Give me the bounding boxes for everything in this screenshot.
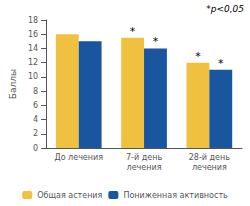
svg-text:*: * xyxy=(153,35,159,48)
svg-text:10: 10 xyxy=(28,72,38,81)
svg-text:лечения: лечения xyxy=(192,163,227,172)
svg-text:6: 6 xyxy=(33,101,38,110)
svg-text:*p<0,05: *p<0,05 xyxy=(206,4,244,14)
svg-text:14: 14 xyxy=(28,44,38,53)
svg-text:Баллы: Баллы xyxy=(8,69,18,99)
svg-text:До лечения: До лечения xyxy=(54,153,103,162)
svg-text:4: 4 xyxy=(33,115,38,124)
svg-text:*: * xyxy=(130,25,136,38)
svg-text:*: * xyxy=(195,50,201,63)
svg-text:0: 0 xyxy=(33,144,38,153)
svg-text:лечения: лечения xyxy=(127,163,162,172)
svg-text:16: 16 xyxy=(28,30,38,39)
svg-text:8: 8 xyxy=(33,87,38,96)
svg-text:12: 12 xyxy=(28,58,38,67)
svg-text:Пониженная активность: Пониженная активность xyxy=(123,191,228,200)
svg-text:7-й день: 7-й день xyxy=(126,153,162,162)
svg-text:18: 18 xyxy=(28,16,38,25)
svg-text:Общая астения: Общая астения xyxy=(37,191,102,200)
svg-text:2: 2 xyxy=(33,129,38,138)
svg-text:*: * xyxy=(218,57,224,70)
svg-text:28-й день: 28-й день xyxy=(189,153,230,162)
